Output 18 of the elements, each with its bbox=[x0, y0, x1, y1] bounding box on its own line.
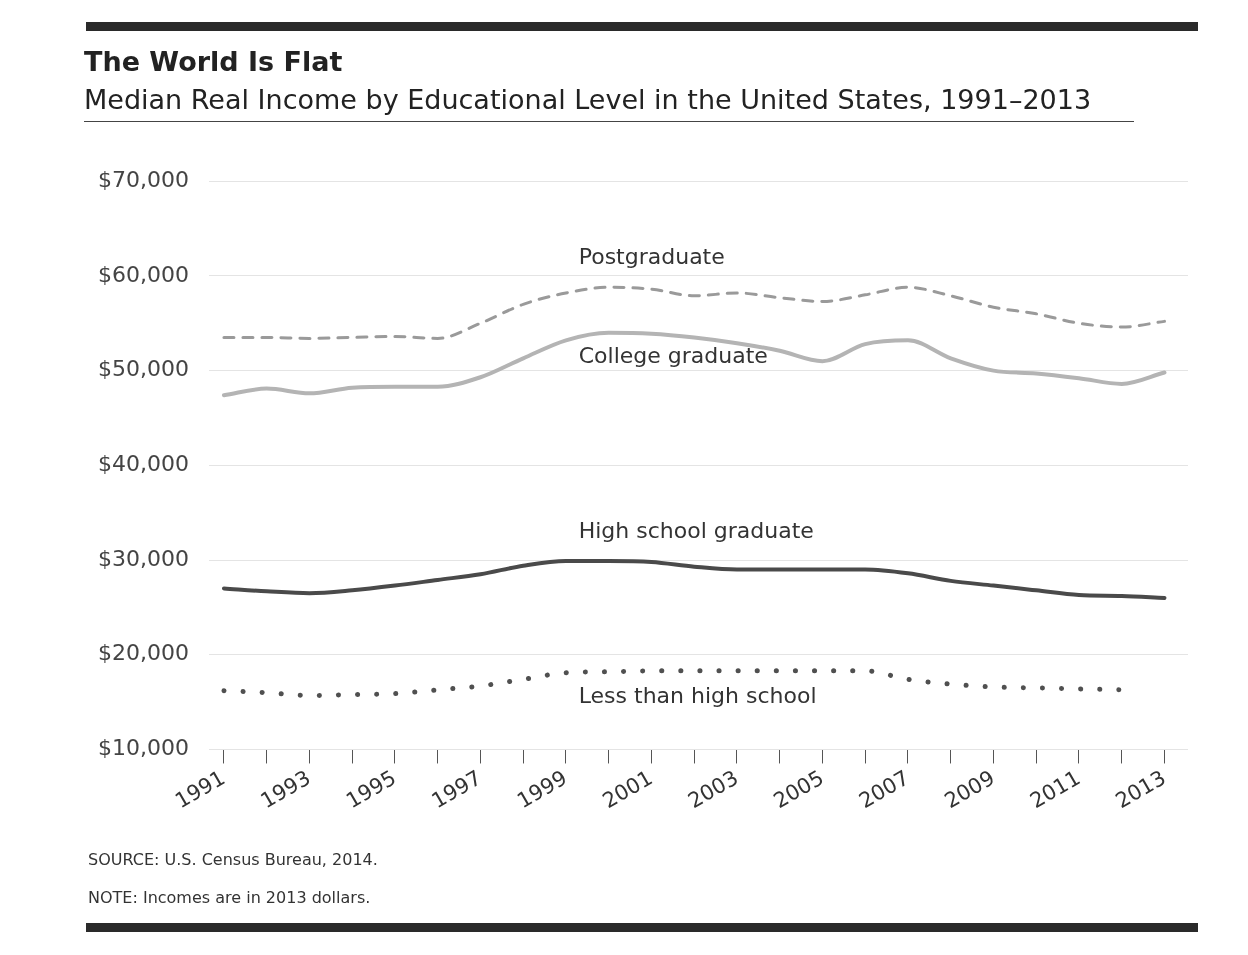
line-series bbox=[221, 558, 1167, 600]
line-series bbox=[222, 285, 1166, 340]
y-tick-label: $20,000 bbox=[97, 640, 189, 666]
y-tick-label: $40,000 bbox=[97, 451, 189, 477]
series-label: High school graduate bbox=[578, 517, 814, 543]
y-tick-label: $70,000 bbox=[97, 166, 189, 192]
chart-subtitle: Median Real Income by Educational Level in the United States, 1991–2013 bbox=[84, 84, 1134, 122]
y-tick-label: $30,000 bbox=[97, 545, 189, 571]
source-note: SOURCE: U.S. Census Bureau, 2014. bbox=[88, 850, 378, 869]
y-tick-label: $10,000 bbox=[97, 735, 189, 761]
series-label: Postgraduate bbox=[578, 243, 725, 269]
chart-title: The World Is Flat bbox=[84, 46, 343, 77]
line-series bbox=[221, 330, 1167, 398]
series-label: Less than high school bbox=[578, 682, 817, 708]
y-tick-label: $50,000 bbox=[97, 356, 189, 382]
y-tick-label: $60,000 bbox=[97, 261, 189, 287]
text: NOTE: Incomes are in 2013 dollars. bbox=[88, 888, 371, 907]
series-label: College graduate bbox=[578, 343, 768, 369]
